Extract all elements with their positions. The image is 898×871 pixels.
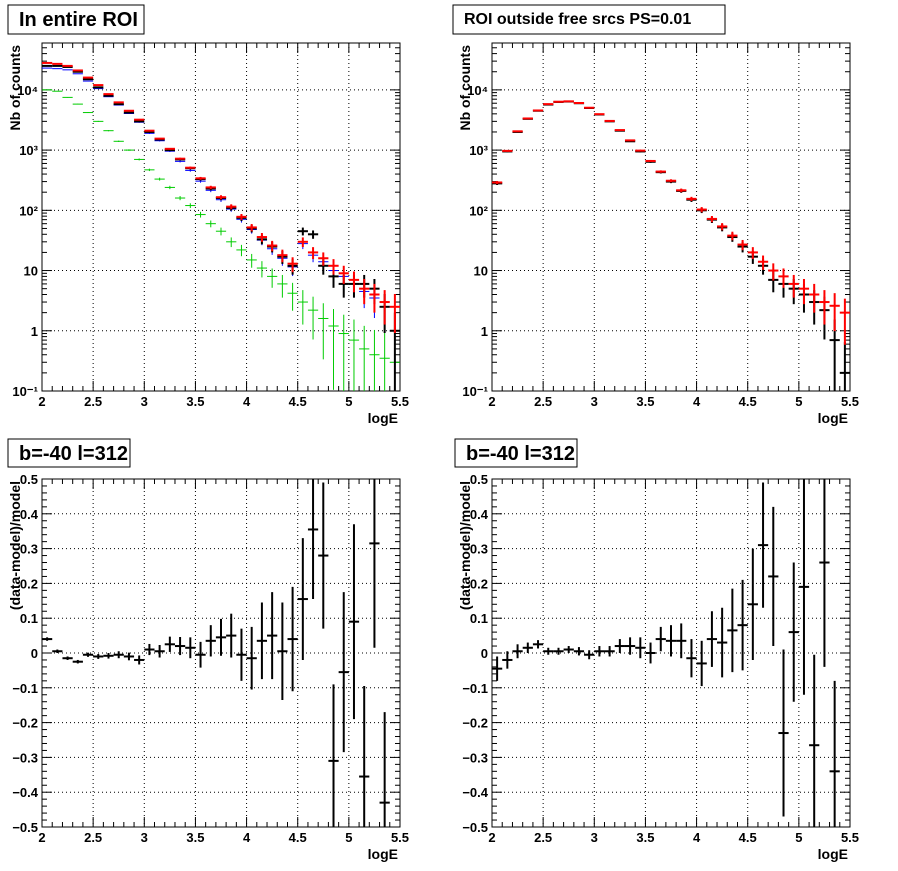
y-tick-label: 0.4 xyxy=(20,507,39,522)
x-tick-label: 5.5 xyxy=(391,830,409,845)
chart-title: b=-40 l=312 xyxy=(466,443,575,465)
chart-title: ROI outside free srcs PS=0.01 xyxy=(464,11,691,28)
x-axis-title: logE xyxy=(368,846,398,862)
y-tick-label: −0.4 xyxy=(462,785,488,800)
y-tick-label: 0.4 xyxy=(470,507,489,522)
chart-title: In entire ROI xyxy=(19,9,138,31)
y-tick-label: 10⁻¹ xyxy=(462,384,488,399)
chart-title-box xyxy=(454,438,578,468)
y-tick-label: −0.1 xyxy=(462,681,488,696)
series-black xyxy=(42,64,400,391)
y-tick-label: 10³ xyxy=(469,143,488,158)
series-blue xyxy=(42,67,400,391)
y-axis-title: (data-model)/model xyxy=(7,481,23,610)
y-axis-title: Nb of counts xyxy=(7,45,23,131)
x-tick-label: 3 xyxy=(141,394,148,409)
x-axis-title: logE xyxy=(368,410,398,426)
y-tick-label: 0.3 xyxy=(20,542,38,557)
y-axis-title: Nb of counts xyxy=(457,45,473,131)
plot-frame xyxy=(491,42,851,392)
x-tick-label: 4.5 xyxy=(289,830,307,845)
panel-counts-entire-roi: 2 2.5 3 3.5 4 4.5 5 5.5 10⁻¹ 1 10 10² 10³ 10⁴ logE Nb o… xyxy=(7,4,409,426)
y-tick-label: 0.2 xyxy=(470,576,488,591)
series-green xyxy=(42,89,400,391)
y-tick-label: 10² xyxy=(469,203,488,218)
y-tick-label: −0.4 xyxy=(12,785,38,800)
y-tick-label: 10⁴ xyxy=(17,83,38,98)
x-tick-label: 2.5 xyxy=(534,830,552,845)
y-tick-label: −0.1 xyxy=(12,681,38,696)
x-tick-label: 2.5 xyxy=(84,830,102,845)
panel-residuals-left: 2 2.5 3 3.5 4 4.5 5 5.5 −0.5 −0.4 −0.3 −0.2 −0.1 0 0.1… xyxy=(7,438,409,862)
x-tick-label: 3.5 xyxy=(636,394,654,409)
x-tick-label: 5.5 xyxy=(391,394,409,409)
residual-series xyxy=(492,479,840,827)
x-tick-label: 4 xyxy=(693,830,701,845)
y-tick-label: 0 xyxy=(481,646,488,661)
y-tick-label: 1 xyxy=(31,324,38,339)
y-tick-label: −0.2 xyxy=(462,716,488,731)
residual-series xyxy=(42,479,390,827)
panel-residuals-right: 2 2.5 3 3.5 4 4.5 5 5.5 −0.5 −0.4 −0.3 −0.2 −0.1 0 0.1… xyxy=(454,438,859,862)
series-red xyxy=(492,100,850,345)
x-tick-label: 5.5 xyxy=(841,830,859,845)
y-tick-label: −0.2 xyxy=(12,716,38,731)
chart-title: b=-40 l=312 xyxy=(19,443,128,465)
chart-title-box xyxy=(7,438,131,468)
x-tick-label: 4.5 xyxy=(289,394,307,409)
y-tick-label: 10⁻¹ xyxy=(12,384,38,399)
y-tick-label: 0.1 xyxy=(470,611,488,626)
x-tick-label: 4.5 xyxy=(739,830,757,845)
y-tick-label: 10⁴ xyxy=(467,83,488,98)
y-tick-label: −0.3 xyxy=(12,750,38,765)
x-axis-title: logE xyxy=(818,846,848,862)
y-tick-label: 10³ xyxy=(19,143,38,158)
y-tick-label: 0.1 xyxy=(20,611,38,626)
plot-frame xyxy=(41,42,401,392)
series-red xyxy=(42,61,400,333)
y-tick-label: 0 xyxy=(31,646,38,661)
x-tick-label: 3.5 xyxy=(186,830,204,845)
y-tick-label: −0.5 xyxy=(462,820,488,835)
x-tick-label: 4 xyxy=(693,394,701,409)
x-tick-label: 4 xyxy=(243,394,251,409)
x-tick-label: 2.5 xyxy=(84,394,102,409)
x-tick-label: 3 xyxy=(141,830,148,845)
y-tick-label: 0.3 xyxy=(470,542,488,557)
x-tick-label: 5 xyxy=(345,830,352,845)
x-tick-label: 2 xyxy=(488,830,495,845)
y-tick-label: 10 xyxy=(474,264,488,279)
x-tick-label: 3 xyxy=(591,394,598,409)
x-axis-title: logE xyxy=(818,410,848,426)
x-tick-label: 4.5 xyxy=(739,394,757,409)
y-tick-label: 0.5 xyxy=(470,472,488,487)
x-tick-label: 4 xyxy=(243,830,251,845)
y-tick-label: −0.3 xyxy=(462,750,488,765)
x-tick-label: 2.5 xyxy=(534,394,552,409)
x-tick-label: 3.5 xyxy=(636,830,654,845)
y-tick-label: 0.2 xyxy=(20,576,38,591)
y-tick-label: 1 xyxy=(481,324,488,339)
x-tick-label: 5 xyxy=(795,830,802,845)
chart-title-box xyxy=(7,4,145,35)
series-black xyxy=(492,100,850,391)
x-tick-label: 5 xyxy=(345,394,352,409)
x-tick-label: 5.5 xyxy=(841,394,859,409)
x-tick-label: 2 xyxy=(38,394,45,409)
x-tick-label: 5 xyxy=(795,394,802,409)
x-tick-label: 2 xyxy=(38,830,45,845)
y-tick-label: 10² xyxy=(19,203,38,218)
chart-title-box xyxy=(452,4,726,35)
y-tick-label: 0.5 xyxy=(20,472,38,487)
x-tick-label: 3 xyxy=(591,830,598,845)
x-tick-label: 2 xyxy=(488,394,495,409)
y-tick-label: 10 xyxy=(24,264,38,279)
y-tick-label: −0.5 xyxy=(12,820,38,835)
panel-counts-outside-sources: 2 2.5 3 3.5 4 4.5 5 5.5 10⁻¹ 1 10 10² 10³ 10⁴ logE Nb o… xyxy=(452,4,859,426)
y-axis-title: (data-model)/model xyxy=(457,481,473,610)
x-tick-label: 3.5 xyxy=(186,394,204,409)
